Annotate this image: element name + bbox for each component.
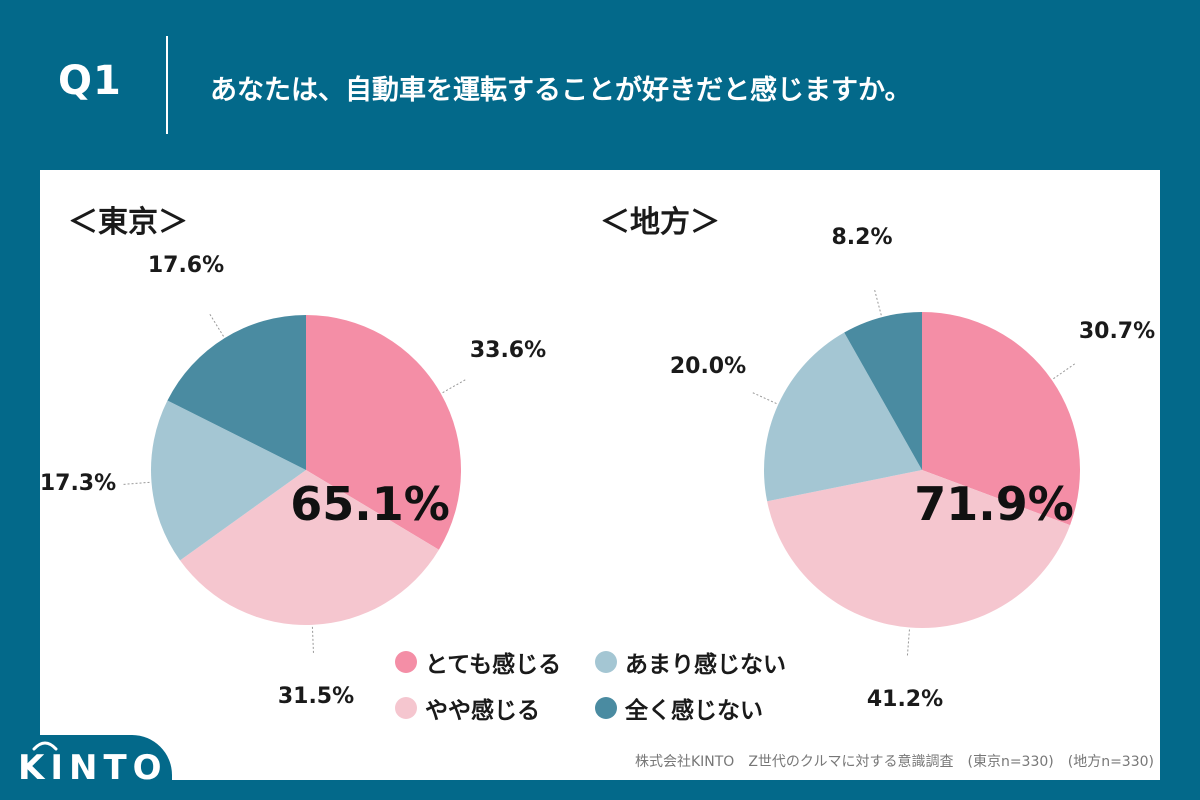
leader-line-very	[1053, 362, 1077, 380]
kinto-logo: KINTO	[18, 748, 168, 788]
pie-slice-not-at-all	[844, 312, 922, 470]
legend-swatch-not-at-all	[595, 697, 617, 719]
chart-title: ＜東京＞	[68, 205, 188, 240]
pie-slice-very	[306, 315, 461, 550]
data-label-not-at-all: 17.6%	[148, 253, 224, 278]
header-divider	[166, 36, 168, 134]
pie-slice-not-much	[764, 332, 922, 502]
pie-chart-tokyo: 33.6% 31.5% 17.3% 17.6% ＜東京＞ 65.1%	[40, 205, 546, 709]
data-label-very: 33.6%	[470, 338, 546, 363]
legend-swatch-not-much	[595, 651, 617, 673]
question-text: あなたは、自動車を運転することが好きだと感じますか。	[210, 75, 912, 106]
pie-slice-not-at-all	[167, 315, 306, 470]
leader-line-very	[442, 378, 468, 394]
total-label: 71.9%	[914, 477, 1074, 531]
data-label-somewhat: 41.2%	[867, 687, 943, 712]
legend-swatch-very	[395, 651, 417, 673]
legend-label-somewhat: やや感じる	[425, 698, 540, 724]
legend: とても感じる あまり感じない やや感じる 全く感じない	[395, 640, 815, 730]
logo-tab	[0, 735, 172, 800]
legend-item-very: とても感じる	[395, 645, 561, 679]
pie-slice-very	[922, 312, 1081, 526]
kinto-logo-mark-icon	[32, 741, 58, 751]
legend-item-somewhat: やや感じる	[395, 691, 540, 725]
leader-line-not-at-all	[208, 312, 224, 337]
legend-label-not-much: あまり感じない	[625, 652, 786, 678]
legend-label-very: とても感じる	[425, 652, 562, 678]
legend-label-not-at-all: 全く感じない	[625, 698, 763, 724]
header-bar: Q1 あなたは、自動車を運転することが好きだと感じますか。	[0, 0, 1200, 170]
legend-item-not-much: あまり感じない	[595, 645, 786, 679]
data-label-not-much: 20.0%	[670, 354, 746, 379]
legend-swatch-somewhat	[395, 697, 417, 719]
leader-line-not-much	[750, 391, 777, 404]
leader-line-not-much	[121, 481, 150, 486]
legend-item-not-at-all: 全く感じない	[595, 691, 763, 725]
data-label-not-at-all: 8.2%	[831, 225, 892, 250]
pie-slice-somewhat	[767, 470, 1071, 628]
chart-title: ＜地方＞	[600, 205, 720, 240]
question-number: Q1	[58, 58, 122, 104]
footer-note: 株式会社KINTO Z世代のクルマに対する意識調査 (東京n=330) (地方n…	[634, 754, 1154, 770]
leader-line-somewhat	[311, 626, 315, 655]
data-label-not-much: 17.3%	[40, 471, 116, 496]
total-label: 65.1%	[290, 477, 450, 531]
leader-line-somewhat	[906, 629, 910, 658]
pie-chart-region: 30.7% 41.2% 20.0% 8.2% ＜地方＞ 71.9%	[600, 205, 1155, 712]
leader-line-not-at-all	[873, 288, 882, 316]
pie-slice-somewhat	[180, 470, 439, 625]
pie-slice-not-much	[151, 400, 306, 561]
data-label-somewhat: 31.5%	[278, 684, 354, 709]
data-label-very: 30.7%	[1079, 319, 1155, 344]
